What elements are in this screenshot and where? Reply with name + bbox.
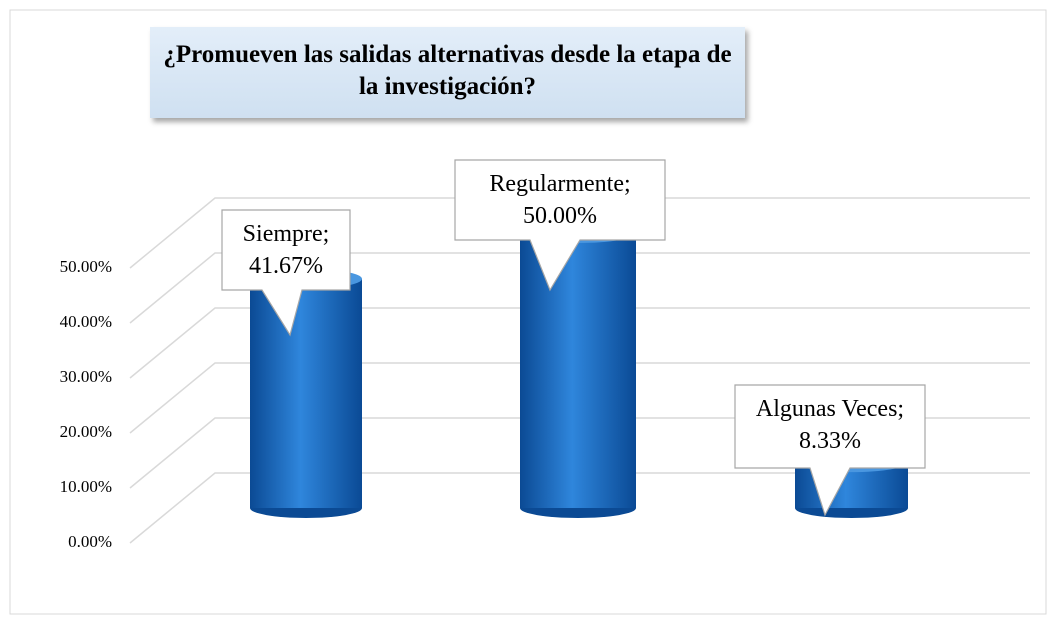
y-tick-label: 40.00% [60,312,112,331]
y-tick-label: 30.00% [60,367,112,386]
grid-line [129,362,1030,434]
y-tick-label: 0.00% [68,532,112,551]
callout-box [221,209,351,337]
callout-box [454,159,666,292]
data-label: Siempre; 41.67% [242,221,330,279]
data-label: Regularmente; 50.00% [489,171,631,229]
grid-line [129,472,1030,544]
grid-line [129,197,1030,269]
y-tick-label: 10.00% [60,477,112,496]
bar [520,233,636,508]
y-tick-label: 20.00% [60,422,112,441]
chart-title: ¿Promueven las salidas alternativas desd… [150,27,745,118]
data-label: Algunas Veces; 8.33% [755,396,905,454]
grid-line [129,307,1030,379]
callout-box [734,384,926,517]
grid-line [129,252,1030,324]
bar [250,278,362,508]
y-tick-label: 50.00% [60,257,112,276]
